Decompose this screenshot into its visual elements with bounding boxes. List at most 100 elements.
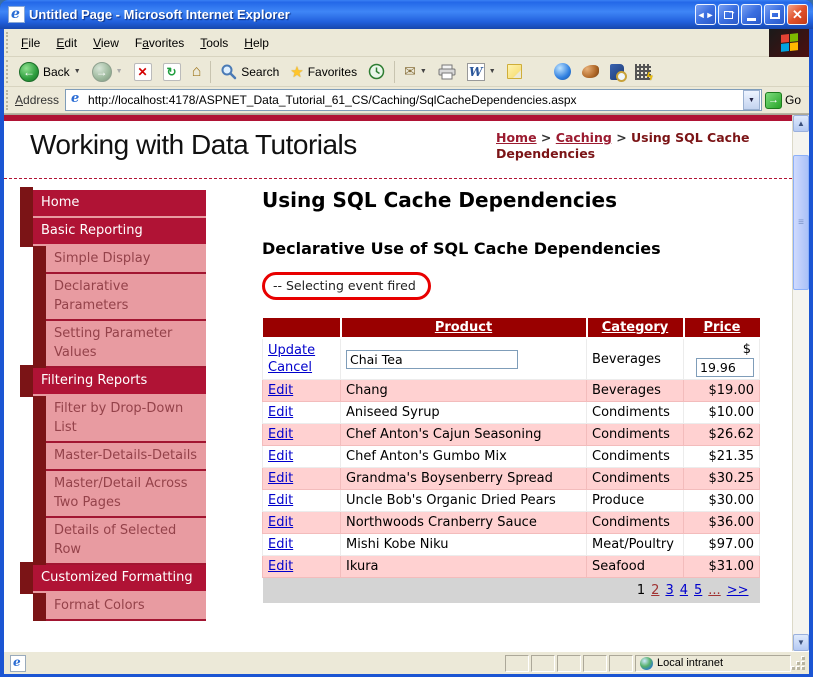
scroll-up-button[interactable]: ▲ xyxy=(793,115,809,132)
grid-header-price: Price xyxy=(682,318,760,339)
edit-link[interactable]: Edit xyxy=(268,471,294,486)
sidebar-strip xyxy=(33,246,46,274)
sidebar-item-details-of-selected-row[interactable]: Details of Selected Row xyxy=(20,518,206,565)
favorites-button[interactable]: ★ Favorites xyxy=(285,61,362,83)
category-cell: Beverages xyxy=(586,379,684,402)
messenger-button[interactable]: ϟ xyxy=(630,62,656,83)
search-button[interactable]: Search xyxy=(215,61,284,82)
pager-link-5[interactable]: 5 xyxy=(694,583,703,598)
sidebar-item-master-detail-across-two-pages[interactable]: Master/Detail Across Two Pages xyxy=(20,471,206,518)
table-row-chang: Edit Chang Beverages $19.00 xyxy=(262,379,760,402)
table-row-aniseed-syrup: Edit Aniseed Syrup Condiments $10.00 xyxy=(262,401,760,424)
status-divider xyxy=(531,654,555,672)
address-dropdown-button[interactable]: ▼ xyxy=(742,90,760,110)
sidebar-item-format-colors[interactable]: Format Colors xyxy=(20,593,206,621)
breadcrumb-link-caching[interactable]: Caching xyxy=(555,130,612,145)
price-cell: $26.62 xyxy=(683,423,760,446)
menu-bar: File Edit View Favorites Tools Help xyxy=(4,28,809,57)
sidebar-item-setting-parameter-values[interactable]: Setting Parameter Values xyxy=(20,321,206,368)
menu-grip[interactable] xyxy=(6,31,9,54)
sort-category-link[interactable]: Category xyxy=(601,320,669,335)
stop-button[interactable]: ✕ xyxy=(129,61,157,83)
sidebar-item-home[interactable]: Home xyxy=(20,187,206,219)
edit-link[interactable]: Edit xyxy=(268,559,294,574)
cancel-link[interactable]: Cancel xyxy=(268,360,313,375)
print-icon xyxy=(438,64,456,79)
sidebar-item-customized-formatting[interactable]: Customized Formatting xyxy=(20,562,206,594)
minimize-button[interactable] xyxy=(741,4,762,25)
pager-link-next[interactable]: >> xyxy=(726,583,749,598)
sidebar-item-filter-by-drop-down-list[interactable]: Filter by Drop-Down List xyxy=(20,396,206,443)
vertical-scrollbar[interactable]: ▲ ▼ xyxy=(792,115,809,651)
pager-link-2[interactable]: 2 xyxy=(651,583,660,598)
address-grip[interactable] xyxy=(6,89,9,111)
back-dropdown-icon[interactable]: ▼ xyxy=(73,68,81,75)
edit-link[interactable]: Edit xyxy=(268,449,294,464)
sidebar-tab xyxy=(20,187,33,219)
scroll-thumb[interactable] xyxy=(793,155,809,290)
sidebar-tab xyxy=(20,562,33,594)
go-button[interactable]: → Go xyxy=(762,91,807,110)
edit-link[interactable]: Edit xyxy=(268,515,294,530)
popout-button[interactable] xyxy=(718,4,739,25)
forward-button[interactable]: → ▼ xyxy=(87,60,128,84)
home-button[interactable]: ⌂ xyxy=(187,61,207,83)
price-input[interactable] xyxy=(696,358,754,377)
sort-product-link[interactable]: Product xyxy=(434,320,493,335)
forward-icon: → xyxy=(91,61,112,82)
edit-link[interactable]: Edit xyxy=(268,427,294,442)
menu-item-file[interactable]: File xyxy=(21,35,41,50)
sidebar-item-master-details-details[interactable]: Master-Details-Details xyxy=(20,443,206,471)
sidebar-strip xyxy=(33,471,46,518)
grid-header-row: Product Category Price xyxy=(262,318,760,339)
breadcrumb-link-home[interactable]: Home xyxy=(496,130,537,145)
zone-label: Local intranet xyxy=(657,657,724,669)
product-cell: Uncle Bob's Organic Dried Pears xyxy=(340,489,587,512)
edit-link[interactable]: Edit xyxy=(268,405,294,420)
menu-item-help[interactable]: Help xyxy=(244,35,269,50)
pager-link-3[interactable]: 3 xyxy=(665,583,674,598)
pager-link-ellipsis[interactable]: ... xyxy=(708,583,721,598)
print-button[interactable] xyxy=(433,62,461,82)
fox-button[interactable] xyxy=(577,63,604,80)
edit-link[interactable]: Edit xyxy=(268,493,294,508)
edit-with-word-button[interactable]: W ▼ xyxy=(462,61,501,83)
breadcrumb: Home > Caching > Using SQL Cache Depende… xyxy=(496,130,750,161)
sort-price-link[interactable]: Price xyxy=(703,320,741,335)
menu-item-favorites[interactable]: Favorites xyxy=(134,35,185,50)
pan-arrows-button[interactable]: ◄► xyxy=(695,4,716,25)
resize-grip[interactable] xyxy=(791,655,807,672)
address-url[interactable]: http://localhost:4178/ASPNET_Data_Tutori… xyxy=(88,93,577,107)
scroll-down-button[interactable]: ▼ xyxy=(793,634,809,651)
toolbar-grip[interactable] xyxy=(6,59,9,84)
menu-item-edit[interactable]: Edit xyxy=(56,35,78,50)
messenger-sphere-button[interactable] xyxy=(549,61,576,82)
product-name-input[interactable] xyxy=(346,349,518,369)
grid-header-product: Product xyxy=(339,318,588,339)
close-button[interactable]: ✕ xyxy=(787,4,808,25)
research-button[interactable] xyxy=(605,62,629,82)
edit-link[interactable]: Edit xyxy=(268,537,294,552)
scroll-track[interactable] xyxy=(793,132,809,634)
back-button[interactable]: ← Back ▼ xyxy=(14,60,86,84)
history-button[interactable] xyxy=(363,61,390,82)
sidebar-item-declarative-parameters[interactable]: Declarative Parameters xyxy=(20,274,206,321)
mail-dropdown-icon[interactable]: ▼ xyxy=(419,68,427,75)
address-input[interactable]: e http://localhost:4178/ASPNET_Data_Tuto… xyxy=(65,89,762,111)
update-link[interactable]: Update xyxy=(268,343,316,358)
edit-link[interactable]: Edit xyxy=(268,383,294,398)
maximize-button[interactable] xyxy=(764,4,785,25)
menu-item-tools[interactable]: Tools xyxy=(200,35,229,50)
pager-link-4[interactable]: 4 xyxy=(679,583,689,598)
category-cell: Condiments xyxy=(586,467,684,490)
main-content: Using SQL Cache Dependencies Declarative… xyxy=(262,187,762,603)
sidebar-strip xyxy=(33,321,46,368)
sidebar-item-simple-display[interactable]: Simple Display xyxy=(20,246,206,274)
refresh-button[interactable]: ↻ xyxy=(158,61,186,83)
word-dropdown-icon[interactable]: ▼ xyxy=(488,68,496,75)
menu-item-view[interactable]: View xyxy=(93,35,119,50)
sidebar-item-basic-reporting[interactable]: Basic Reporting xyxy=(20,215,206,247)
notes-button[interactable] xyxy=(502,62,527,81)
mail-button[interactable]: ✉ ▼ xyxy=(399,61,432,82)
sidebar-item-filtering-reports[interactable]: Filtering Reports xyxy=(20,365,206,397)
